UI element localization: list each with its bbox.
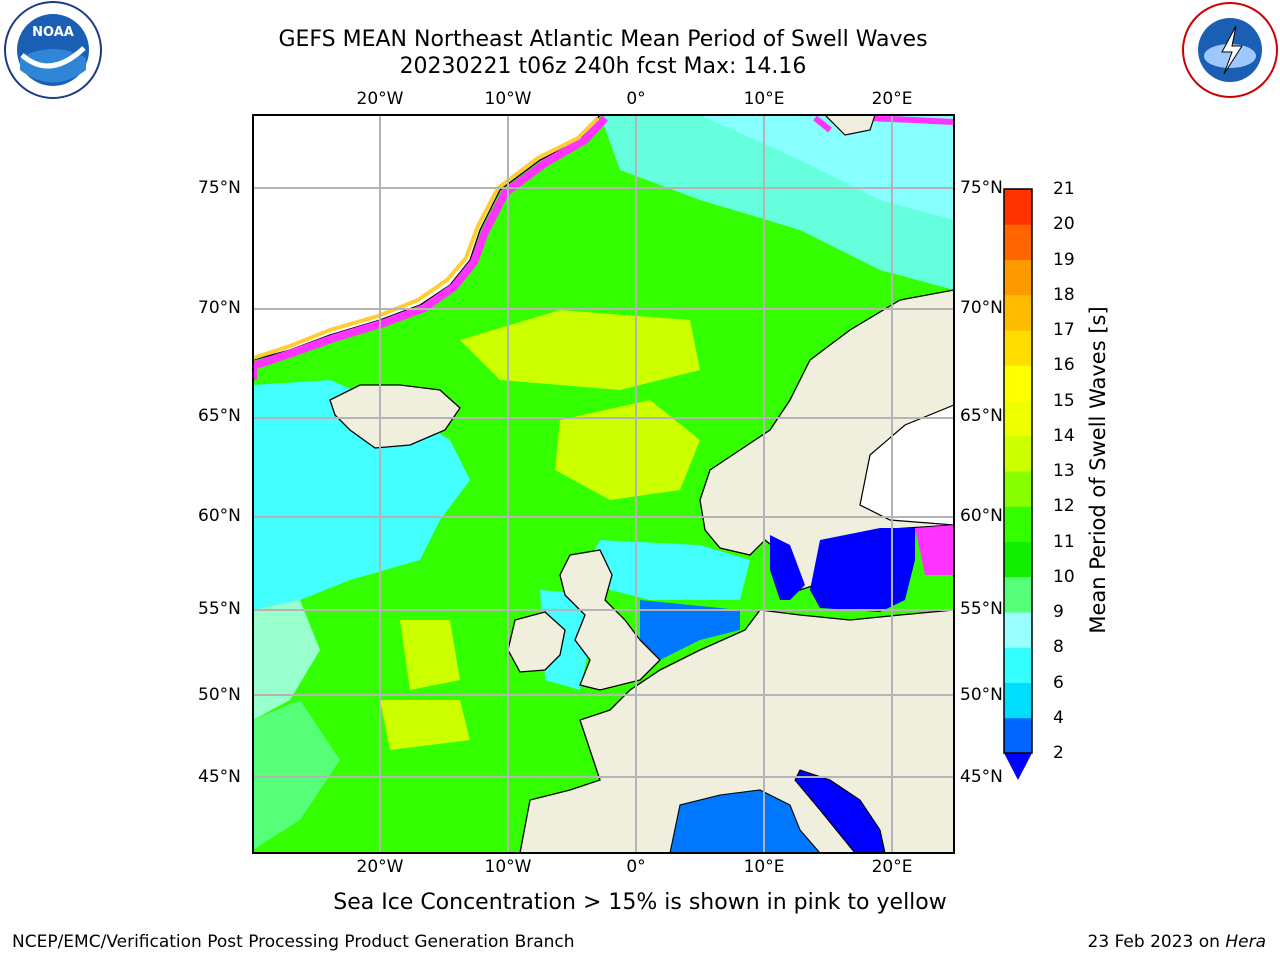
- swell-high-zone: [555, 400, 700, 500]
- mediterranean: [669, 789, 821, 853]
- lon-label-top: 10°E: [743, 89, 785, 109]
- nws-logo: [1182, 2, 1278, 98]
- colorbar-segment: [1004, 400, 1032, 437]
- svalbard: [824, 115, 876, 136]
- swell-mid-zone: [253, 600, 320, 720]
- colorbar-title: Mean Period of Swell Waves [s]: [1086, 306, 1110, 634]
- colorbar-tick-label: 11: [1053, 531, 1075, 552]
- chart-subtitle: 20230221 t06z 240h fcst Max: 14.16: [399, 54, 807, 79]
- colorbar-tick-label: 16: [1053, 355, 1075, 376]
- sea-ice-edge: [813, 115, 954, 133]
- colorbar-segment: [1004, 576, 1032, 613]
- map-frame: [252, 114, 955, 854]
- swell-mid-zone: [253, 700, 340, 850]
- noaa-logo: NOAA: [4, 1, 102, 99]
- colorbar-segment: [1004, 294, 1032, 331]
- lat-label-left: 70°N: [198, 298, 241, 318]
- date-text: 23 Feb 2023 on Hera: [1088, 932, 1266, 952]
- lat-label-left: 45°N: [198, 767, 241, 787]
- colorbar-tick-label: 9: [1053, 602, 1064, 622]
- lat-label-right: 70°N: [960, 298, 1003, 318]
- lon-label-top: 20°E: [871, 89, 913, 109]
- colorbar-tick-label: 14: [1053, 425, 1075, 446]
- lon-label-top: 0°: [626, 89, 646, 109]
- colorbar-tick-label: 2: [1053, 743, 1064, 763]
- sea-ice-edge: [253, 116, 600, 360]
- colorbar-tick-label: 18: [1053, 284, 1075, 305]
- lat-label-left: 65°N: [198, 406, 241, 426]
- date-prefix: 23 Feb 2023 on: [1087, 932, 1226, 952]
- colorbar-segment: [1004, 541, 1032, 578]
- colorbar-frame: [1003, 188, 1033, 754]
- lon-label-top: 20°W: [356, 89, 404, 109]
- colorbar-segment: [1004, 365, 1032, 401]
- colorbar-tick-label: 4: [1053, 707, 1064, 728]
- colorbar-tick-label: 12: [1053, 496, 1075, 517]
- adriatic: [794, 769, 886, 853]
- colorbar-tick-label: 15: [1053, 390, 1075, 411]
- credit-text: NCEP/EMC/Verification Post Processing Pr…: [12, 932, 575, 952]
- north-sea-field: [590, 540, 750, 600]
- colorbar-segment: [1004, 471, 1032, 507]
- lat-label-right: 60°N: [960, 506, 1003, 526]
- colorbar-tick-label: 6: [1053, 672, 1064, 693]
- lat-label-right: 55°N: [960, 599, 1003, 619]
- colorbar-segment: [1004, 717, 1032, 754]
- lon-label-bottom: 10°E: [743, 857, 785, 877]
- baltic-sea: [770, 528, 915, 612]
- colorbar: [1004, 189, 1032, 754]
- lat-label-left: 55°N: [198, 599, 241, 619]
- lat-label-right: 45°N: [960, 767, 1003, 787]
- colorbar-tick-label: 17: [1053, 320, 1075, 340]
- lon-label-bottom: 20°E: [871, 857, 913, 877]
- colorbar-segment: [1004, 647, 1032, 683]
- lat-label-left: 75°N: [198, 178, 241, 198]
- colorbar-segment: [1004, 189, 1032, 225]
- colorbar-tick-label: 20: [1053, 214, 1075, 235]
- lat-label-left: 60°N: [198, 506, 241, 526]
- graticule: [253, 115, 954, 853]
- colorbar-tick-label: 19: [1053, 249, 1075, 270]
- colorbar-segment: [1004, 435, 1032, 472]
- lon-label-bottom: 10°W: [484, 857, 532, 877]
- swell-high-zone: [460, 310, 700, 390]
- date-host: Hera: [1225, 932, 1266, 952]
- colorbar-segment: [1004, 330, 1032, 366]
- lon-label-bottom: 0°: [626, 857, 646, 877]
- lat-label-right: 75°N: [960, 178, 1003, 198]
- sea-ice-baltic: [915, 525, 954, 575]
- swell-high-zone: [380, 700, 470, 750]
- colorbar-extend-arrow: [1004, 753, 1032, 780]
- sea-ice-note: Sea Ice Concentration > 15% is shown in …: [333, 890, 947, 915]
- lat-label-left: 50°N: [198, 685, 241, 705]
- lon-label-bottom: 20°W: [356, 857, 404, 877]
- colorbar-segment: [1004, 612, 1032, 648]
- chart-title: GEFS MEAN Northeast Atlantic Mean Period…: [278, 27, 928, 52]
- noaa-logo-text: NOAA: [32, 25, 74, 40]
- iceland: [329, 384, 461, 449]
- channel-field: [640, 600, 740, 660]
- colorbar-segment: [1004, 224, 1032, 260]
- lat-label-right: 50°N: [960, 685, 1003, 705]
- swell-high-zone: [400, 620, 460, 690]
- bothnia-ice: [859, 404, 954, 526]
- sea-ice-edge: [253, 115, 608, 380]
- colorbar-tick-label: 21: [1053, 179, 1075, 199]
- colorbar-tick-label: 10: [1053, 566, 1075, 587]
- colorbar-segment: [1004, 682, 1032, 719]
- lon-label-top: 10°W: [484, 89, 532, 109]
- map-field: [253, 115, 954, 853]
- lat-label-right: 65°N: [960, 406, 1003, 426]
- colorbar-segment: [1004, 259, 1032, 296]
- ireland: [507, 611, 566, 673]
- colorbar-tick-label: 8: [1053, 637, 1064, 658]
- colorbar-tick-label: 13: [1053, 461, 1075, 481]
- colorbar-segment: [1004, 506, 1032, 542]
